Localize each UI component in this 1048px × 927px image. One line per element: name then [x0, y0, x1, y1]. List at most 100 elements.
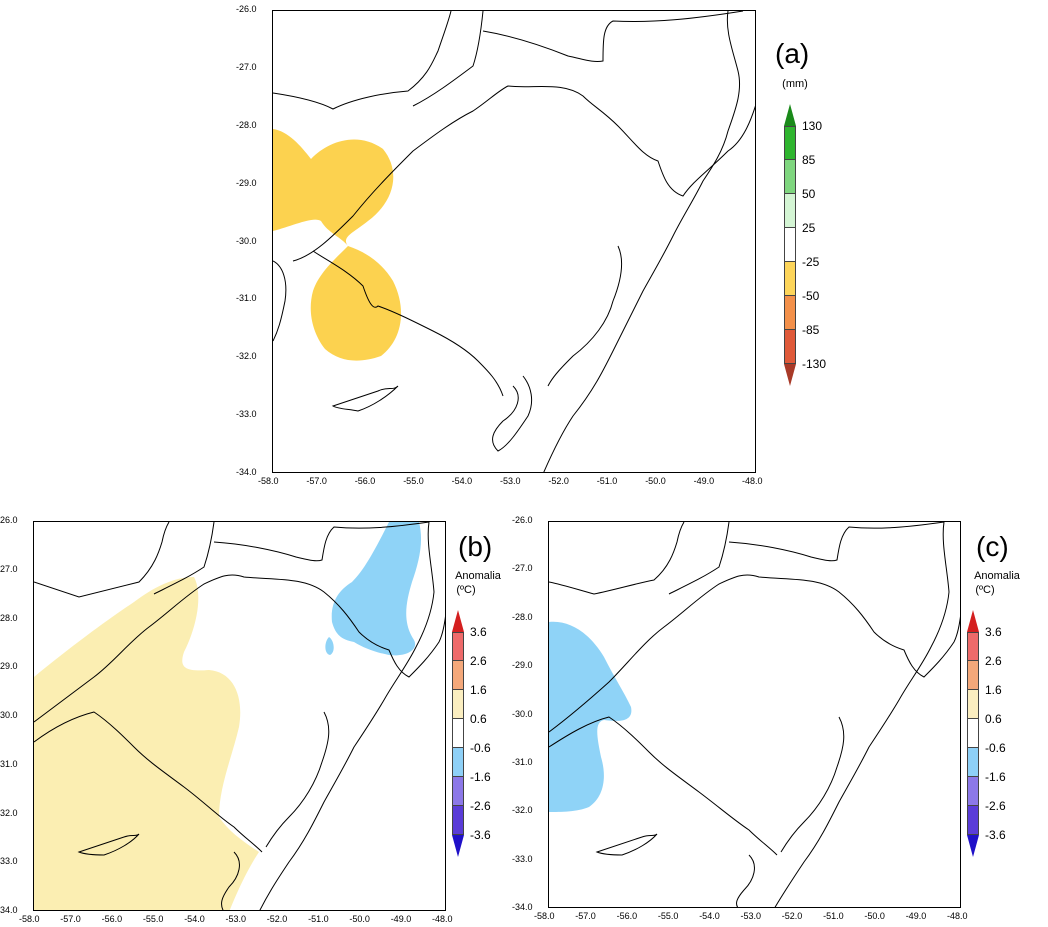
colorbar-label: 0.6	[470, 712, 487, 726]
y-tick-label: -28.0	[0, 612, 18, 623]
colorbar-label: -50	[802, 289, 820, 303]
colorbar-max-arrow	[784, 104, 796, 126]
x-tick-label: -49.0	[905, 911, 927, 921]
borders	[273, 11, 755, 472]
x-tick-label: -50.0	[645, 476, 666, 486]
map-frame-c	[548, 521, 961, 908]
x-tick-label: -53.0	[740, 911, 762, 921]
x-tick-label: -52.0	[781, 911, 803, 921]
x-tick-label: -52.0	[266, 914, 288, 924]
colorbar-label: 50	[802, 187, 816, 201]
colorbar-segment	[784, 126, 796, 160]
y-tick-label: -32.0	[236, 351, 257, 362]
x-tick-label: -55.0	[403, 476, 424, 486]
y-tick-label: -27.0	[512, 563, 533, 574]
colorbar-min-arrow	[784, 364, 796, 386]
x-tick-label: -54.0	[699, 911, 720, 921]
colorbar-label: -25	[802, 255, 820, 269]
x-tick-label: -49.0	[390, 914, 412, 924]
colorbar-segment	[967, 748, 979, 777]
x-tick-label: -53.0	[225, 914, 247, 924]
borders	[34, 522, 445, 910]
precip-anomaly-area	[273, 129, 402, 361]
colorbar-segment	[967, 661, 979, 690]
colorbar-segment	[784, 296, 796, 330]
y-tick-label: -26.0	[512, 515, 533, 525]
colorbar-min-arrow	[967, 835, 979, 857]
colorbar-label: 0.6	[985, 712, 1002, 726]
unit-label-a: (mm)	[782, 78, 808, 90]
y-tick-label: -32.0	[512, 805, 533, 816]
y-tick-label: -27.0	[236, 61, 257, 72]
y-tick-label: -26.0	[236, 4, 257, 14]
colorbar-min-arrow	[452, 835, 464, 857]
unit-label-c-1: Anomalia	[974, 570, 1020, 582]
colorbar-label: -0.6	[470, 741, 491, 755]
colorbar-max-arrow	[967, 610, 979, 632]
y-tick-label: -34.0	[512, 902, 533, 912]
x-tick-label: -56.0	[616, 911, 638, 921]
colorbar-strip	[967, 610, 979, 857]
colorbar-label: 25	[802, 221, 816, 235]
x-tick-label: -58.0	[258, 476, 279, 486]
y-tick-label: -30.0	[512, 708, 533, 719]
colorbar-label: 2.6	[985, 654, 1002, 668]
x-tick-label: -58.0	[19, 914, 40, 924]
colorbar-label: -2.6	[985, 799, 1006, 813]
x-tick-label: -57.0	[306, 476, 327, 486]
colorbar-segment	[452, 690, 464, 719]
colorbar-segment	[452, 777, 464, 806]
colorbar-label: 3.6	[985, 625, 1002, 639]
colorbar-label: -0.6	[985, 741, 1006, 755]
colorbar-segment	[452, 719, 464, 748]
colorbar-segment	[452, 806, 464, 835]
map-a	[273, 11, 755, 472]
y-tick-label: -29.0	[0, 661, 18, 672]
cool-anomaly-area	[325, 522, 422, 656]
colorbar-label: -85	[802, 323, 820, 337]
x-tick-label: -57.0	[575, 911, 596, 921]
colorbar-label: -3.6	[985, 828, 1006, 842]
x-tick-label: -50.0	[349, 914, 370, 924]
unit-label-b-2: (ºC)	[456, 584, 476, 596]
colorbar-segment	[967, 690, 979, 719]
map-c	[549, 522, 960, 907]
y-tick-label: -31.0	[0, 758, 18, 769]
x-tick-label: -57.0	[60, 914, 81, 924]
panel-label-c: (c)	[976, 531, 1009, 562]
colorbar-segment	[967, 719, 979, 748]
y-tick-label: -33.0	[0, 856, 18, 867]
warm-anomaly-area	[34, 577, 259, 910]
y-tick-label: -27.0	[0, 563, 18, 574]
y-tick-label: -26.0	[0, 515, 18, 525]
x-tick-label: -48.0	[947, 911, 968, 921]
x-tick-label: -55.0	[142, 914, 164, 924]
y-tick-label: -34.0	[236, 467, 257, 477]
colorbar-label: 85	[802, 153, 816, 167]
colorbar-segment	[784, 262, 796, 296]
colorbar-label: -130	[802, 357, 827, 371]
y-tick-label: -33.0	[512, 853, 533, 864]
colorbar-label: -1.6	[985, 770, 1006, 784]
colorbar-segment	[452, 661, 464, 690]
x-tick-label: -51.0	[823, 911, 844, 921]
x-tick-label: -51.0	[596, 476, 618, 486]
y-tick-label: -29.0	[512, 660, 533, 671]
colorbar-segment	[967, 777, 979, 806]
map-frame-a	[272, 10, 756, 473]
colorbar-label: -2.6	[470, 799, 491, 813]
x-tick-label: -51.0	[308, 914, 329, 924]
colorbar-label: 2.6	[470, 654, 487, 668]
colorbar-label: -3.6	[470, 828, 491, 842]
y-tick-label: -33.0	[236, 409, 257, 420]
y-tick-label: -31.0	[236, 293, 257, 304]
x-tick-label: -52.0	[548, 476, 569, 486]
unit-label-b-1: Anomalia	[455, 570, 501, 582]
colorbar-strip	[452, 610, 464, 857]
colorbar-label: -1.6	[470, 770, 491, 784]
colorbar-segment	[452, 632, 464, 661]
map-b	[34, 522, 445, 910]
colorbar-label: 1.6	[470, 683, 487, 697]
y-tick-label: -30.0	[0, 710, 18, 720]
colorbar-label: 3.6	[470, 625, 487, 639]
